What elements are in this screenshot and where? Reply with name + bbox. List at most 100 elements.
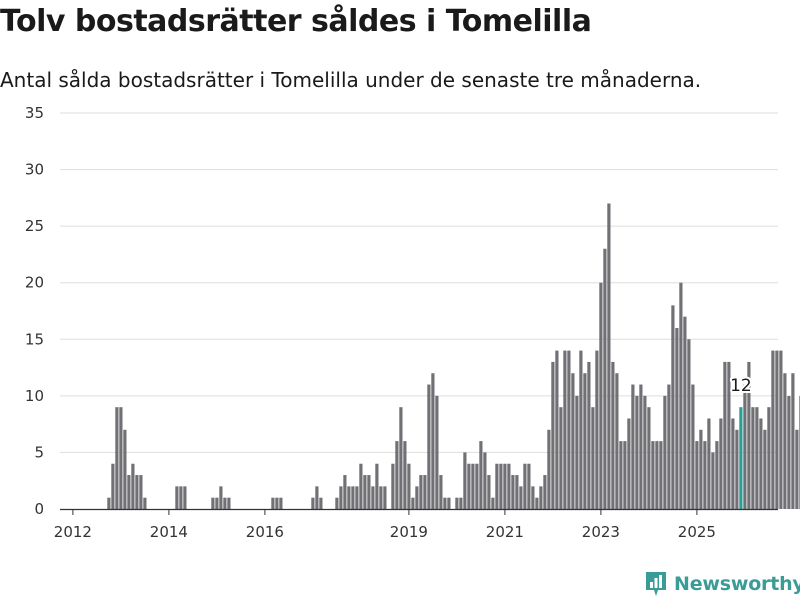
grid-lines	[60, 112, 778, 453]
bar	[131, 463, 135, 509]
bar	[735, 429, 739, 509]
bar	[743, 384, 747, 509]
bars	[107, 203, 800, 509]
bar	[463, 452, 467, 509]
bar	[483, 452, 487, 509]
highlight-value-label: 12	[730, 376, 752, 396]
bar	[375, 463, 379, 509]
bar	[183, 486, 187, 509]
bar	[707, 418, 711, 509]
x-tick-label: 2019	[390, 523, 428, 541]
bar	[407, 463, 411, 509]
bar	[359, 463, 363, 509]
bar	[111, 463, 115, 509]
bar	[507, 463, 511, 509]
bar	[699, 429, 703, 509]
bar	[667, 384, 671, 509]
bar	[787, 395, 791, 509]
bar	[227, 497, 231, 509]
bar	[419, 475, 423, 509]
bar	[771, 350, 775, 509]
bar	[435, 395, 439, 509]
bar	[671, 305, 675, 509]
bar	[423, 475, 427, 509]
bar	[711, 452, 715, 509]
bar	[555, 350, 559, 509]
bar	[755, 407, 759, 509]
bar	[715, 441, 719, 509]
bar	[759, 418, 763, 509]
bar	[363, 475, 367, 509]
bar	[503, 463, 507, 509]
bar	[343, 475, 347, 509]
x-tick-label: 2016	[246, 523, 284, 541]
bar	[371, 486, 375, 509]
bar	[627, 418, 631, 509]
bar	[535, 497, 539, 509]
y-tick-label: 35	[25, 104, 44, 122]
bar	[123, 429, 127, 509]
bar	[615, 373, 619, 509]
x-tick-label: 2012	[54, 523, 92, 541]
bar	[679, 282, 683, 509]
bar	[411, 497, 415, 509]
bar	[475, 463, 479, 509]
bar	[683, 316, 687, 509]
bar	[215, 497, 219, 509]
bar	[663, 395, 667, 509]
bar	[791, 373, 795, 509]
bar	[339, 486, 343, 509]
bar	[687, 339, 691, 509]
newsworthy-brand[interactable]: Newsworthy	[644, 570, 800, 598]
bar	[311, 497, 315, 509]
bar	[727, 361, 731, 509]
x-tick-label: 2023	[582, 523, 620, 541]
bar	[631, 384, 635, 509]
bar	[703, 441, 707, 509]
bar	[559, 407, 563, 509]
bar	[415, 486, 419, 509]
bar	[547, 429, 551, 509]
bar	[471, 463, 475, 509]
bar	[427, 384, 431, 509]
bar	[455, 497, 459, 509]
bar	[575, 395, 579, 509]
bar	[659, 441, 663, 509]
bar	[211, 497, 215, 509]
y-tick-label: 25	[25, 217, 44, 235]
bar	[731, 418, 735, 509]
bar	[127, 475, 131, 509]
bar	[551, 361, 555, 509]
x-tick-label: 2014	[150, 523, 188, 541]
bar	[399, 407, 403, 509]
bar	[479, 441, 483, 509]
bar	[751, 407, 755, 509]
bar	[539, 486, 543, 509]
bar	[783, 373, 787, 509]
x-tick-label: 2025	[678, 523, 716, 541]
bar-highlight	[739, 407, 743, 509]
bar	[595, 350, 599, 509]
bar	[511, 475, 515, 509]
bar	[223, 497, 227, 509]
bar	[643, 395, 647, 509]
bar	[315, 486, 319, 509]
bar	[599, 282, 603, 509]
bar	[391, 463, 395, 509]
bar	[591, 407, 595, 509]
bar	[639, 384, 643, 509]
bar	[619, 441, 623, 509]
page-title: Tolv bostadsrätter såldes i Tomelilla	[0, 4, 592, 39]
y-tick-label: 15	[25, 330, 44, 348]
bar	[459, 497, 463, 509]
bar	[179, 486, 183, 509]
x-tick-label: 2021	[486, 523, 524, 541]
bar	[499, 463, 503, 509]
bar	[775, 350, 779, 509]
bar	[431, 373, 435, 509]
bar	[767, 407, 771, 509]
annotations: 12	[728, 374, 754, 398]
bar	[795, 429, 799, 509]
bar	[467, 463, 471, 509]
bar	[571, 373, 575, 509]
